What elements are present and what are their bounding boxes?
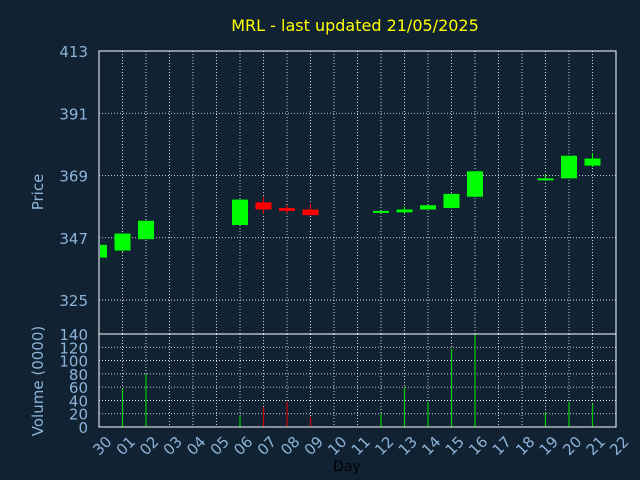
candle-body [302,209,319,216]
candle-body [420,205,436,210]
candle-body [232,199,248,226]
candle-body [138,220,154,240]
volume-frame [98,333,617,428]
chart-title: MRL - last updated 21/05/2025 [231,16,479,35]
volume-axis-label: Volume (0000) [29,326,47,436]
candle-body [467,171,483,197]
price-y-tick: 325 [59,292,88,310]
candle-body [584,158,601,166]
x-tick-labels: 3001020304050607080910111213141516171819… [89,433,632,459]
candlesticks [98,152,601,258]
candle-body [255,202,272,210]
candle-body [114,233,131,251]
volume-y-tick: 40 [69,392,88,410]
candle-body [373,210,389,213]
volume-y-tick: 20 [69,406,88,424]
candle-body [443,193,460,209]
candle-body [396,209,413,213]
price-y-tick: 413 [59,43,88,61]
price-y-tick: 391 [59,105,88,123]
price-y-tick: 369 [59,168,88,186]
volume-y-tick: 100 [59,353,88,371]
volume-y-tick: 140 [59,326,88,344]
price-y-tick-labels: 413 391 369 347 325 [59,43,88,310]
price-y-tick: 347 [59,230,88,248]
volume-y-tick: 120 [59,339,88,357]
candle-body [561,155,577,179]
volume-y-tick: 80 [69,366,88,384]
volume-y-tick: 0 [78,419,88,437]
candle-body [279,208,295,211]
volume-bars [121,334,594,427]
candle-body [100,244,107,258]
price-axis-label: Price [29,174,47,211]
x-axis-label: Day [333,459,361,475]
candle-body [537,178,554,181]
volume-y-tick: 60 [69,379,88,397]
